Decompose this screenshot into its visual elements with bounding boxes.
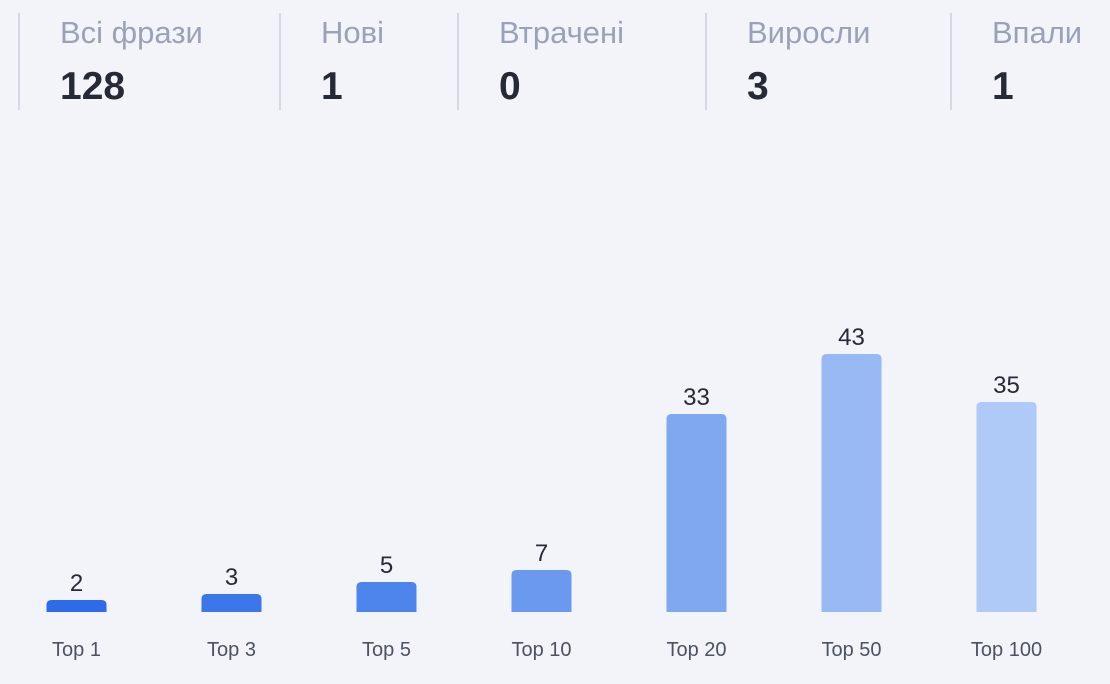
bar-top-1[interactable]	[46, 600, 107, 612]
stat-grew[interactable]: Виросли 3	[705, 13, 951, 110]
bar-top-5[interactable]	[356, 582, 417, 612]
stats-bar: Всі фрази 128 Нові 1 Втрачені 0 Виросли …	[0, 0, 1110, 120]
x-tick-label: Top 20	[666, 639, 726, 661]
bar-value-label: 35	[993, 372, 1020, 399]
stat-new-label: Нові	[321, 15, 384, 50]
stat-all-phrases-label: Всі фрази	[60, 15, 203, 50]
x-tick-label: Top 50	[821, 639, 881, 661]
bar-value-label: 3	[225, 564, 238, 591]
x-tick-label: Top 3	[207, 639, 256, 661]
bar-value-label: 2	[70, 570, 83, 597]
bar-value-label: 33	[683, 384, 710, 411]
stat-all-phrases-value: 128	[60, 65, 126, 108]
bar-top-100[interactable]	[976, 402, 1037, 612]
stat-grew-label: Виросли	[747, 15, 871, 50]
stat-lost[interactable]: Втрачені 0	[457, 13, 706, 110]
bar-top-10[interactable]	[511, 570, 572, 612]
stat-fell[interactable]: Впали 1	[950, 13, 1110, 110]
x-tick-label: Top 1	[52, 639, 101, 661]
stat-fell-value: 1	[992, 65, 1014, 108]
bar-top-3[interactable]	[201, 594, 262, 612]
bar-top-20[interactable]	[666, 414, 727, 612]
stat-new-value: 1	[321, 65, 343, 108]
bar-value-label: 5	[380, 552, 393, 579]
x-tick-label: Top 10	[511, 639, 571, 661]
stat-new[interactable]: Нові 1	[279, 13, 458, 110]
x-tick-label: Top 5	[362, 639, 411, 661]
bar-value-label: 43	[838, 324, 865, 351]
stat-fell-label: Впали	[992, 15, 1083, 50]
bar-value-label: 7	[535, 540, 548, 567]
stat-lost-label: Втрачені	[499, 15, 625, 50]
x-tick-label: Top 100	[971, 639, 1042, 661]
stat-all-phrases[interactable]: Всі фрази 128	[18, 13, 280, 110]
stat-grew-value: 3	[747, 65, 769, 108]
stat-lost-value: 0	[499, 65, 521, 108]
bar-top-50[interactable]	[821, 354, 882, 612]
